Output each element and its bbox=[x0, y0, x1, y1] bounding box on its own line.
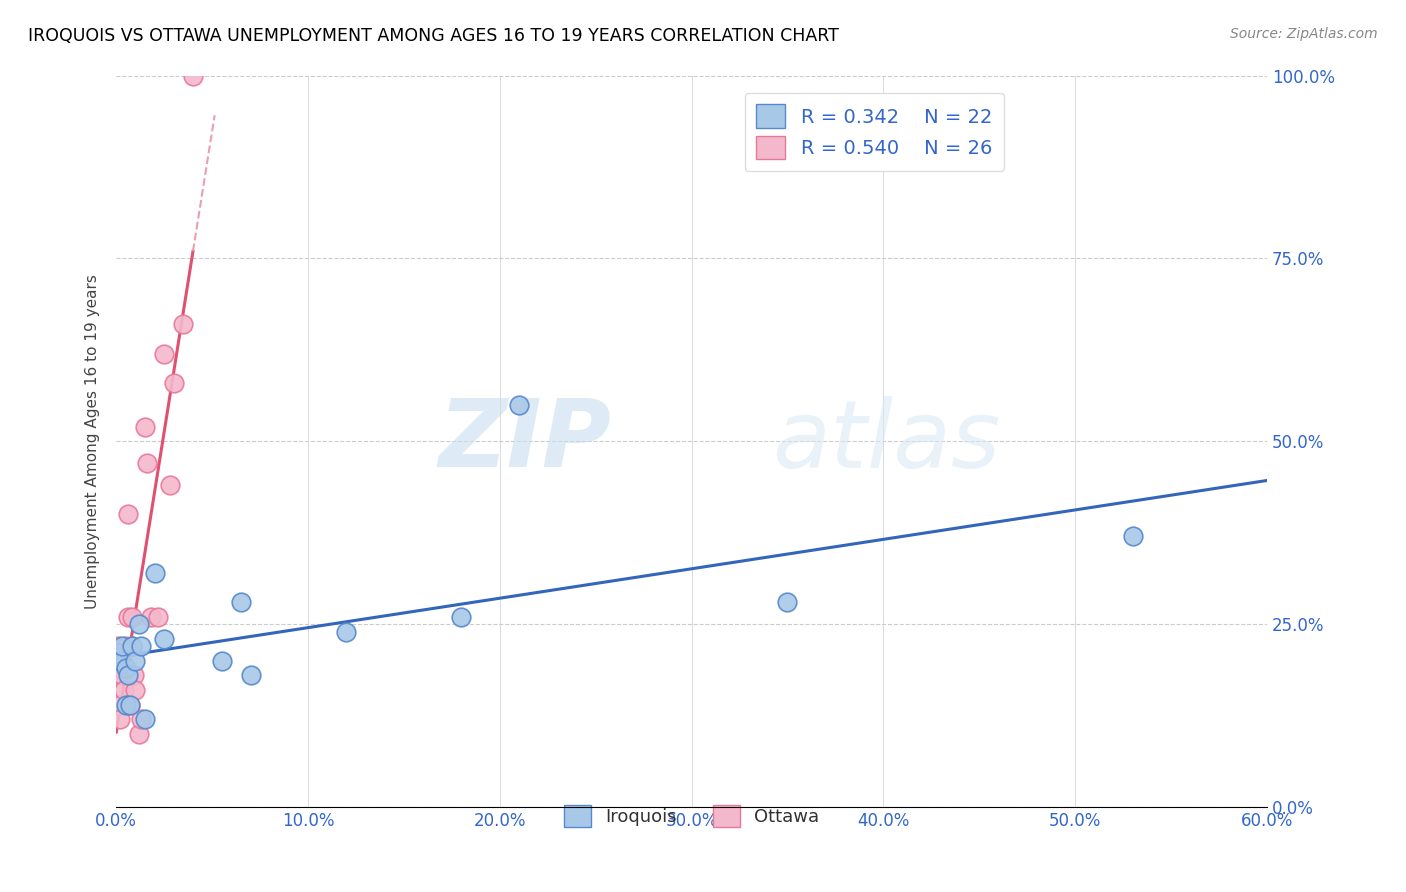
Point bbox=[124, 683, 146, 698]
Point bbox=[128, 617, 150, 632]
Point bbox=[128, 727, 150, 741]
Point bbox=[107, 647, 129, 661]
Point bbox=[163, 376, 186, 390]
Point bbox=[111, 654, 134, 668]
Point bbox=[139, 610, 162, 624]
Point bbox=[335, 624, 357, 639]
Point bbox=[129, 712, 152, 726]
Y-axis label: Unemployment Among Ages 16 to 19 years: Unemployment Among Ages 16 to 19 years bbox=[86, 274, 100, 608]
Point bbox=[121, 639, 143, 653]
Point bbox=[450, 610, 472, 624]
Point bbox=[108, 712, 131, 726]
Point bbox=[111, 668, 134, 682]
Point bbox=[134, 712, 156, 726]
Point bbox=[115, 698, 138, 712]
Point bbox=[112, 683, 135, 698]
Point bbox=[117, 508, 139, 522]
Text: atlas: atlas bbox=[772, 396, 1001, 487]
Point bbox=[107, 639, 129, 653]
Point bbox=[211, 654, 233, 668]
Point bbox=[153, 346, 176, 360]
Point bbox=[115, 661, 138, 675]
Point bbox=[118, 698, 141, 712]
Point bbox=[124, 654, 146, 668]
Point bbox=[111, 639, 134, 653]
Point bbox=[115, 639, 138, 653]
Point bbox=[153, 632, 176, 646]
Point bbox=[118, 698, 141, 712]
Point bbox=[117, 668, 139, 682]
Point bbox=[121, 639, 143, 653]
Point bbox=[108, 654, 131, 668]
Text: ZIP: ZIP bbox=[439, 395, 612, 487]
Point bbox=[143, 566, 166, 580]
Point bbox=[239, 668, 262, 682]
Point bbox=[121, 610, 143, 624]
Point bbox=[117, 610, 139, 624]
Point bbox=[134, 419, 156, 434]
Point bbox=[148, 610, 170, 624]
Point bbox=[159, 478, 181, 492]
Point bbox=[172, 318, 194, 332]
Point bbox=[1122, 529, 1144, 543]
Point bbox=[776, 595, 799, 609]
Point bbox=[122, 668, 145, 682]
Point bbox=[508, 398, 530, 412]
Point bbox=[108, 698, 131, 712]
Point bbox=[229, 595, 252, 609]
Text: IROQUOIS VS OTTAWA UNEMPLOYMENT AMONG AGES 16 TO 19 YEARS CORRELATION CHART: IROQUOIS VS OTTAWA UNEMPLOYMENT AMONG AG… bbox=[28, 27, 839, 45]
Point bbox=[136, 456, 159, 470]
Point bbox=[107, 668, 129, 682]
Point bbox=[181, 69, 204, 83]
Text: Source: ZipAtlas.com: Source: ZipAtlas.com bbox=[1230, 27, 1378, 41]
Point bbox=[129, 639, 152, 653]
Legend: Iroquois, Ottawa: Iroquois, Ottawa bbox=[557, 798, 827, 835]
